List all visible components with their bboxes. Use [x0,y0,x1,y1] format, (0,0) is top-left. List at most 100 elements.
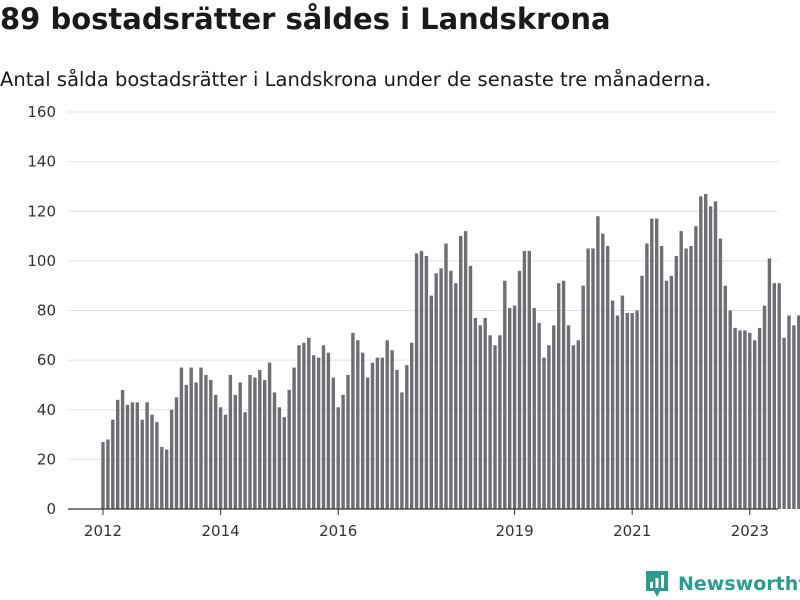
bar [679,231,683,509]
bar [699,196,703,510]
bar [116,399,120,509]
bar [209,379,213,509]
bar [459,236,463,509]
bar [194,382,198,509]
bar [243,412,247,509]
bar [596,216,600,509]
bar [439,268,443,509]
bar [615,315,620,509]
bar [473,317,478,509]
bar [174,397,179,509]
bar [635,310,639,509]
bar [586,248,590,509]
bar [380,357,384,509]
bar [606,245,610,510]
bar [757,327,762,509]
bar [302,342,306,509]
bar [704,193,708,509]
bar [517,270,522,509]
y-tick-label: 80 [37,302,56,320]
bar [169,409,174,509]
bar [341,394,345,509]
bar [708,206,713,510]
bar [346,375,350,509]
bar [552,325,556,509]
bar [571,345,576,509]
bars [101,193,800,510]
brand-name: Newsworthy [678,573,800,595]
y-tick-label: 120 [27,202,56,220]
bar [674,255,678,509]
bar [312,355,316,509]
bar [664,280,669,509]
bar [488,335,492,509]
bar [630,312,634,509]
bar [689,245,693,510]
bar [738,330,742,509]
x-tick-label: 2016 [319,522,357,540]
bar [356,340,360,509]
bar [767,258,772,509]
bar [429,295,433,509]
bar [258,370,262,509]
chart-subtitle: Antal sålda bostadsrätter i Landskrona u… [0,68,712,91]
bar [223,414,228,509]
bar [326,352,331,509]
bar [160,446,164,509]
bar [684,248,688,509]
bar [454,283,458,509]
bar [772,283,776,509]
bar [272,392,277,509]
x-tick-label: 2019 [496,522,534,540]
bar [307,337,311,509]
bar [527,250,531,509]
bar [787,315,791,509]
bar [214,394,218,509]
bar [165,449,169,509]
bar [233,394,237,509]
bar [537,322,541,509]
bar [424,255,429,509]
bar [189,367,193,509]
bar [620,295,625,509]
bar [101,442,105,509]
bar [263,379,267,509]
bar [542,357,546,509]
bar [576,340,580,509]
bar [650,218,654,509]
bar [395,370,399,509]
bar [140,419,144,509]
bar [361,352,365,509]
bar [748,332,752,509]
bar [410,342,414,509]
bar [228,375,233,509]
brand-logo: Newsworthy [644,569,800,599]
bar [718,238,723,510]
bar [463,231,468,509]
bar [782,337,786,509]
y-tick-label: 0 [46,500,56,518]
x-tick-label: 2014 [202,522,240,540]
bar [419,250,424,509]
y-tick-label: 20 [37,450,56,468]
x-tick-label: 2023 [731,522,769,540]
bar [150,414,154,509]
bar [449,270,453,509]
bar [414,253,419,509]
y-tick-label: 160 [27,103,56,121]
bar [277,407,282,509]
bar [762,305,767,509]
y-tick-label: 140 [27,153,56,171]
bar [351,332,355,509]
bar [267,362,272,509]
bar [253,377,257,509]
bar [566,325,571,509]
bar [625,312,629,509]
bar [792,325,796,509]
bar [610,300,615,509]
bar [321,345,326,509]
chart-title: 89 bostadsrätter såldes i Landskrona [0,2,611,36]
bar [218,407,223,509]
bar [145,402,149,509]
bar [694,226,698,509]
